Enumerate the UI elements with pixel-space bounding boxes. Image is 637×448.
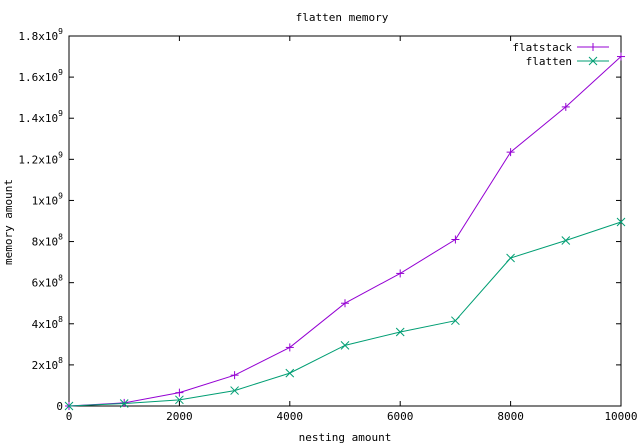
data-point-flatten bbox=[340, 341, 350, 350]
data-point-flatten bbox=[616, 217, 626, 227]
data-point-flatstack bbox=[230, 371, 239, 380]
y-tick-mantissa: 8x10 bbox=[32, 236, 59, 249]
x-tick-label: 6000 bbox=[387, 410, 414, 423]
y-tick-exponent: 8 bbox=[58, 233, 63, 242]
data-point-flatten bbox=[451, 316, 460, 326]
legend-label-flatstack: flatstack bbox=[512, 41, 572, 54]
legend-marker-flatstack bbox=[589, 43, 597, 51]
data-point-flatten bbox=[175, 395, 184, 405]
y-tick-exponent: 9 bbox=[58, 109, 63, 118]
x-tick-label: 0 bbox=[66, 410, 73, 423]
data-point-flatstack bbox=[561, 102, 570, 111]
series-flatstack bbox=[65, 52, 625, 410]
y-tick-exponent: 8 bbox=[58, 274, 63, 283]
x-tick-label: 8000 bbox=[497, 410, 524, 423]
legend-label-flatten: flatten bbox=[526, 55, 572, 68]
y-tick-mantissa: 1.8x10 bbox=[18, 30, 58, 43]
plot-frame bbox=[68, 35, 622, 407]
y-tick-exponent: 9 bbox=[58, 68, 63, 77]
y-tick-label: 4x108 bbox=[32, 315, 64, 331]
y-tick-label: 2x108 bbox=[32, 356, 64, 372]
x-tick-label: 2000 bbox=[166, 410, 193, 423]
y-tick-exponent: 8 bbox=[58, 315, 63, 324]
data-point-flatten bbox=[285, 368, 295, 378]
x-tick-label: 10000 bbox=[604, 410, 637, 423]
x-axis-label: nesting amount bbox=[299, 431, 392, 444]
data-point-flatstack bbox=[451, 235, 460, 244]
y-tick-label: 8x108 bbox=[32, 233, 64, 249]
y-tick-mantissa: 6x10 bbox=[32, 277, 59, 290]
y-tick-mantissa: 1.4x10 bbox=[18, 112, 58, 125]
x-tick-label: 4000 bbox=[277, 410, 304, 423]
data-point-flatten bbox=[395, 327, 405, 337]
y-tick-mantissa: 2x10 bbox=[32, 359, 59, 372]
data-point-flatstack bbox=[396, 269, 405, 278]
series-layer bbox=[64, 52, 626, 411]
y-tick-label: 1.6x109 bbox=[18, 68, 63, 84]
data-point-flatstack bbox=[175, 388, 184, 397]
series-line-flatstack bbox=[68, 56, 622, 407]
y-tick-exponent: 8 bbox=[58, 356, 63, 365]
y-tick-mantissa: 1.6x10 bbox=[18, 71, 58, 84]
data-point-flatten bbox=[119, 399, 129, 408]
data-point-flatten bbox=[230, 386, 239, 395]
data-point-flatstack bbox=[341, 299, 349, 308]
series-line-flatten bbox=[68, 221, 622, 407]
y-tick-label: 1.4x109 bbox=[18, 109, 63, 125]
y-tick-label: 0 bbox=[56, 400, 63, 413]
data-point-flatten bbox=[561, 236, 571, 245]
y-tick-exponent: 9 bbox=[58, 27, 63, 36]
data-point-flatstack bbox=[285, 343, 294, 352]
data-point-flatten bbox=[506, 253, 515, 263]
y-tick-mantissa: 1.2x10 bbox=[18, 153, 58, 166]
y-tick-exponent: 9 bbox=[58, 150, 63, 159]
y-axis-label: memory amount bbox=[2, 179, 15, 265]
axis-ticks: 0 2000 4000 6000 8000 1000002x1084x1086x1088x… bbox=[18, 27, 637, 423]
y-tick-label: 1x109 bbox=[32, 191, 64, 207]
y-tick-mantissa: 4x10 bbox=[32, 318, 59, 331]
y-tick-label: 1.2x109 bbox=[18, 150, 63, 166]
y-tick-label: 6x108 bbox=[32, 274, 64, 290]
data-point-flatstack bbox=[617, 52, 625, 61]
chart-title: flatten memory bbox=[296, 11, 389, 24]
data-point-flatten bbox=[64, 401, 74, 411]
series-flatten bbox=[64, 217, 626, 411]
y-tick-mantissa: 1x10 bbox=[32, 194, 59, 207]
y-tick-label: 1.8x109 bbox=[18, 27, 63, 43]
legend-marker-flatten bbox=[588, 56, 598, 66]
y-tick-exponent: 9 bbox=[58, 191, 63, 200]
data-point-flatstack bbox=[506, 148, 515, 157]
